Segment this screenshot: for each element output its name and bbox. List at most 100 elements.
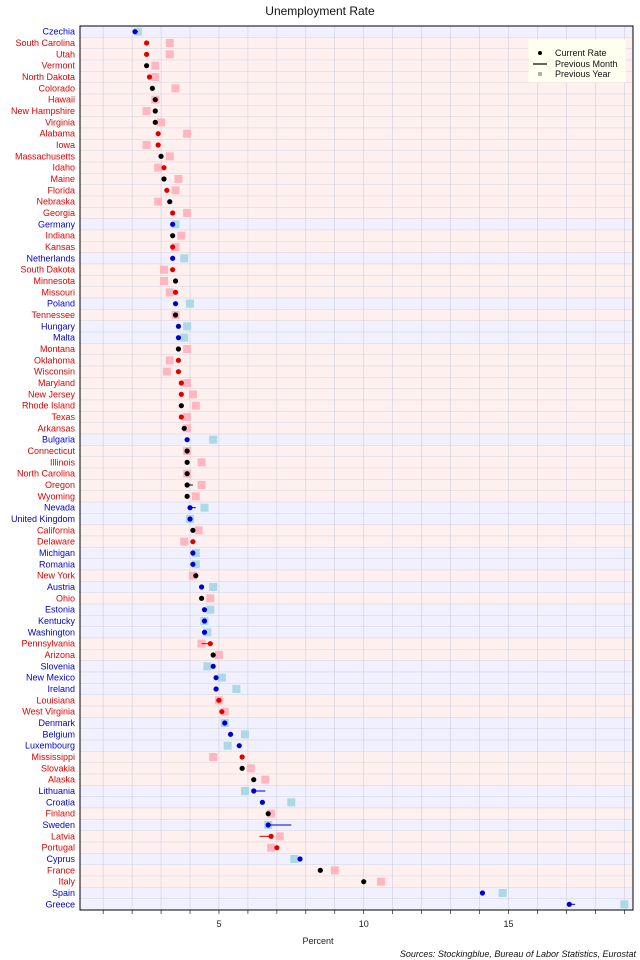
row-label: Hawaii [48,95,75,105]
current-rate-point [170,210,176,216]
current-rate-point [146,74,153,80]
row-stripe [79,25,634,38]
current-rate-point [268,833,274,839]
row-label: Utah [56,49,75,59]
current-rate-point [213,675,219,681]
current-rate-point [155,131,161,137]
row-label: South Dakota [20,265,75,275]
row-label: Portugal [41,843,75,853]
row-label: Rhode Island [22,401,75,411]
previous-year-mark [188,571,197,580]
row-label: North Carolina [17,469,75,479]
row-label: Illinois [50,457,76,467]
current-rate-point [251,777,257,783]
row-stripe [79,694,634,707]
current-rate-point [172,312,179,318]
current-rate-point [236,743,242,749]
row-stripe [79,830,634,843]
row-label: Estonia [45,605,75,615]
current-rate-point [170,244,176,250]
current-rate-point [152,119,158,125]
previous-year-mark [290,855,299,863]
row-label: Michigan [39,548,75,558]
row-stripe [79,252,634,265]
current-rate-point [132,29,138,35]
current-rate-point [199,595,205,601]
current-rate-point [170,255,176,261]
current-rate-point [201,629,208,635]
previous-year-mark [232,685,241,693]
row-label: Arizona [44,650,75,660]
previous-year-mark [183,345,192,353]
current-rate-point [265,822,271,828]
legend: Current Rate Previous Month Previous Yea… [528,39,626,83]
row-label: New Hampshire [11,106,75,116]
current-rate-point [143,40,150,46]
row-label: Maine [50,174,75,184]
row-stripe [79,535,634,548]
previous-year-mark [241,787,250,795]
row-stripe [79,127,634,140]
row-stripe [79,773,634,786]
row-stripe [79,331,634,344]
row-stripe [79,513,634,525]
current-rate-point [227,731,234,737]
legend-current-label: Current Rate [555,48,607,58]
current-rate-point [175,323,182,329]
previous-year-mark [165,39,174,47]
row-label: Pennsylvania [21,639,75,649]
current-rate-point [164,187,170,193]
row-label: France [47,865,75,875]
row-label: Ireland [47,684,75,694]
previous-year-mark [214,651,223,659]
row-label: Greece [45,899,75,909]
previous-year-mark [377,877,386,886]
row-label: Louisiana [36,695,75,705]
row-stripe [79,411,634,423]
row-label: Netherlands [26,253,75,263]
row-label: Lithuania [38,786,75,796]
current-rate-point [207,641,213,647]
row-label: Bulgaria [42,435,75,445]
current-rate-point [251,788,257,794]
row-stripe [79,649,634,661]
current-rate-point [259,799,266,805]
current-rate-point [155,142,161,148]
row-label: Georgia [43,208,75,218]
current-rate-point [239,754,245,760]
row-stripe [79,479,634,491]
previous-year-mark [191,401,200,410]
current-rate-point [317,867,323,873]
previous-year-mark [197,481,206,489]
row-stripe [79,615,634,627]
row-stripe [79,671,634,684]
previous-year-mark [188,390,197,399]
previous-year-mark [165,356,174,365]
row-label: Kentucky [38,616,76,626]
current-rate-point [222,720,228,726]
row-label: Czechia [42,27,75,37]
previous-year-mark [159,277,168,285]
current-rate-point [175,346,182,352]
current-rate-point [184,448,190,454]
previous-year-mark [186,299,195,308]
row-label: Spain [52,888,75,898]
row-stripe [79,309,634,321]
x-tick-label: 5 [216,919,221,929]
row-stripe [79,422,634,435]
current-rate-marks [132,29,572,907]
row-label: Connecticut [27,446,75,456]
row-label: Alabama [39,129,75,139]
row-stripe [79,82,634,95]
previous-year-mark [620,900,629,909]
row-stripe [79,547,634,559]
previous-year-mark [191,492,200,501]
current-rate-point [170,221,176,227]
row-stripe [79,320,634,333]
row-stripe [79,343,634,355]
legend-box [528,39,626,83]
row-stripe [79,241,634,253]
previous-year-mark [154,197,163,206]
row-label: New Mexico [26,673,75,683]
row-stripe [79,626,634,639]
